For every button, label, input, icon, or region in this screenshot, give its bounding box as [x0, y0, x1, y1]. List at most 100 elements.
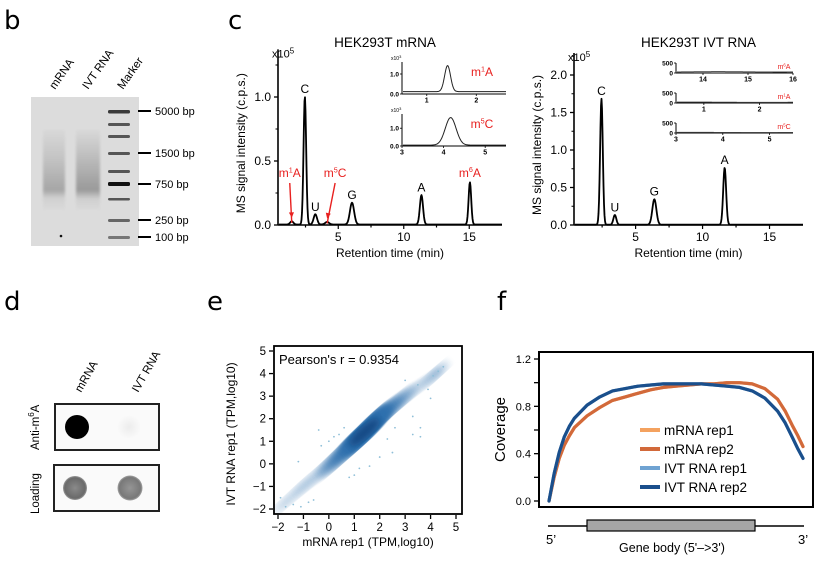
dot-row-label-loading: Loading [30, 473, 42, 514]
panel-b: b mRNA IVT RNA Marker 5000 bp 1500 bp [4, 6, 195, 246]
x-tick-label: 15 [763, 230, 777, 244]
plot-frame [273, 345, 463, 515]
marker-label-750: 750 bp [155, 179, 189, 191]
peak-label-m5c: m5C [324, 165, 347, 180]
y-axis-label: Coverage [492, 397, 509, 462]
coverage-chart: 0.0 0.4 0.8 1.2 Coverage mRNA rep1 mRNA rep2 IV… [492, 351, 814, 555]
ladder-band [108, 123, 130, 126]
dot-anti-m6a-mrna [65, 415, 89, 439]
scatter-point [429, 397, 432, 400]
peak-label-m6a: m6A [459, 165, 481, 180]
density-core [349, 418, 380, 447]
scatter-point [333, 435, 335, 438]
five-prime-label: 5’ [546, 532, 556, 547]
arrow-head-icon [288, 212, 295, 218]
lane-label-mrna: mRNA [48, 57, 77, 92]
inset-y-tick-label: 1.0 [390, 126, 399, 133]
y-multiplier: x105 [568, 50, 591, 64]
scatter-point [348, 476, 351, 479]
y-tick-label: 2 [260, 414, 266, 426]
x-tick-label: 5 [453, 522, 459, 534]
inset-x-tick-label: 1 [425, 98, 429, 105]
x-tick-label: 5 [335, 230, 342, 244]
x-tick-label: 1 [351, 522, 357, 534]
inset-y-tick-label: 500 [662, 121, 673, 128]
scatter-point [437, 370, 440, 373]
ladder-band [108, 219, 130, 222]
inset-label-m6a: m6A [778, 62, 791, 71]
y-tick-label: −2 [253, 504, 266, 516]
inset-y-tick-label: 0.0 [390, 144, 399, 151]
inset-y-tick-label: 1.0 [390, 72, 399, 79]
chart-title: HEK293T IVT RNA [641, 35, 756, 50]
y-tick-label: 0.0 [550, 218, 567, 232]
inset-y-tick-label: 0.0 [390, 92, 399, 99]
chromatogram-trace [574, 97, 804, 226]
dot-column-label-mrna: mRNA [73, 359, 100, 395]
inset-x-tick-label: 15 [744, 77, 752, 84]
scatter-point [307, 501, 310, 504]
x-tick-label: 0 [326, 522, 332, 534]
y-axis-label: MS signal intensity (c.p.s.) [530, 75, 544, 215]
dot-column-label-ivt-rna: IVT RNA [130, 349, 163, 394]
y-tick-label: 1.0 [254, 90, 271, 104]
inset-m5c: 0.0 1.0 3 4 5 x103 m5C [390, 106, 506, 157]
inset-m1a: 0.0 1.0 1 2 x103 m1A [390, 54, 506, 105]
panel-letter-c: c [228, 6, 242, 36]
legend-label: IVT RNA rep2 [664, 480, 747, 495]
marker-ticks [138, 110, 151, 238]
inset-x-tick-label: 2 [758, 107, 762, 114]
ladder-band [108, 135, 130, 138]
y-tick-label: 1 [260, 436, 266, 448]
inset-x-tick-label: 5 [483, 150, 487, 157]
inset-multiplier: x103 [391, 54, 402, 62]
panel-letter-d: d [4, 287, 21, 317]
scatter-point [386, 438, 389, 440]
gel-marker-ladder [108, 110, 130, 239]
scatter-point [394, 426, 396, 429]
y-tick-label: −1 [253, 481, 266, 493]
x-tick-label: 2 [377, 522, 383, 534]
ladder-band [108, 110, 130, 114]
panel-letter-f: f [497, 287, 507, 317]
x-tick-label: −2 [271, 522, 284, 534]
scatter-point [312, 499, 315, 501]
x-tick-label: 15 [463, 230, 477, 244]
y-tick-label: 0.4 [516, 449, 531, 461]
scatter-point [368, 465, 371, 468]
scatter-point [297, 460, 300, 463]
scatter-point [343, 426, 346, 429]
panel-e: e −2 −1 0 1 2 3 4 5 −2 −1 0 1 2 3 4 5 Pearson's r = 0.93… [207, 287, 463, 549]
inset-m1a: 0 500 1 2 m1A [662, 91, 793, 114]
inset-x-tick-label: 1 [702, 107, 706, 114]
scatter-point [317, 429, 320, 431]
x-tick-label: 4 [427, 522, 434, 534]
pearson-annotation: Pearson's r = 0.9354 [279, 352, 399, 367]
peak-label-g: G [650, 185, 659, 199]
y-tick-label: 0.0 [254, 218, 271, 232]
x-axis-label: Retention time (min) [634, 246, 742, 260]
peak-label-c: C [301, 82, 310, 96]
y-tick-label: 0.0 [516, 496, 531, 508]
y-tick-label: 3 [260, 391, 266, 403]
scatter-point [279, 496, 282, 499]
dot-loading-mrna [63, 476, 87, 500]
dot-anti-m6a-ivt-rna [117, 415, 141, 439]
gene-body-box [586, 519, 756, 532]
scatter-point [416, 383, 419, 386]
peak-label-u: U [611, 200, 620, 214]
x-axis-label: Gene body (5'–>3') [619, 541, 725, 555]
ladder-band [108, 198, 130, 201]
inset-multiplier: x103 [391, 106, 402, 114]
inset-label-m1a: m1A [471, 64, 493, 79]
y-tick-label: 1.2 [516, 354, 531, 366]
scatter-point [404, 379, 407, 382]
inset-x-tick-label: 4 [721, 137, 725, 144]
y-axis-label: MS signal intensity (c.p.s.) [234, 73, 248, 213]
scatter-point [299, 505, 302, 508]
dot-row-label-anti-m6a: Anti-m6A [27, 404, 42, 450]
inset-y-tick-label: 500 [662, 61, 673, 68]
